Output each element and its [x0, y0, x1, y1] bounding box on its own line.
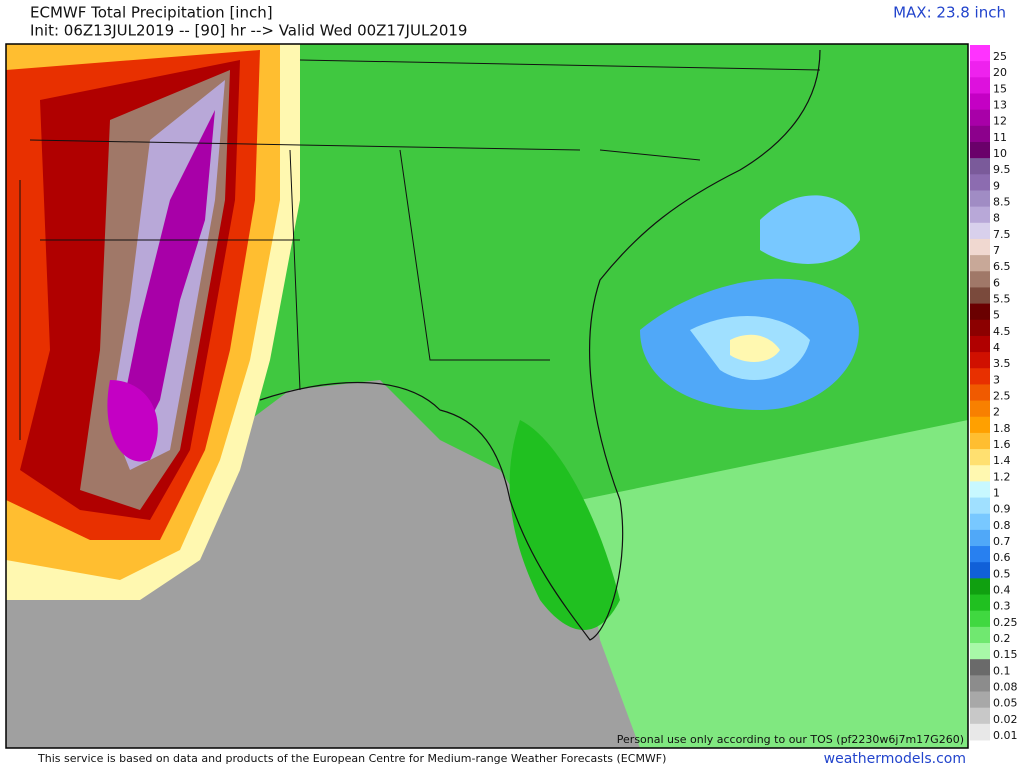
legend-swatch [970, 578, 990, 596]
legend-label: 3 [993, 373, 1000, 386]
legend-swatch [970, 287, 990, 305]
legend-label: 0.08 [993, 680, 1018, 693]
legend-swatch [970, 610, 990, 628]
legend-label: 15 [993, 82, 1007, 95]
legend-swatch [970, 222, 990, 240]
legend-label: 0.05 [993, 697, 1018, 710]
legend: 252015131211109.598.587.576.565.554.543.… [970, 45, 1018, 742]
legend-label: 0.02 [993, 713, 1018, 726]
legend-swatch [970, 45, 990, 62]
subtitle: Init: 06Z13JUL2019 -- [90] hr --> Valid … [30, 22, 467, 40]
legend-swatch [970, 158, 990, 175]
legend-label: 0.25 [993, 616, 1018, 629]
legend-swatch [970, 238, 990, 256]
legend-swatch [970, 416, 990, 434]
legend-label: 6 [993, 276, 1000, 289]
map [6, 44, 968, 748]
legend-swatch [970, 77, 990, 94]
watermark: Personal use only according to our TOS (… [617, 733, 964, 746]
legend-swatch [970, 449, 990, 466]
legend-label: 1.4 [993, 454, 1011, 467]
legend-swatch [970, 626, 990, 644]
legend-label: 7.5 [993, 228, 1011, 241]
legend-swatch [970, 481, 990, 499]
legend-label: 13 [993, 99, 1007, 112]
legend-swatch [970, 497, 990, 515]
legend-swatch [970, 723, 990, 741]
legend-label: 0.3 [993, 600, 1011, 613]
legend-swatch [970, 174, 990, 191]
legend-swatch [970, 643, 990, 660]
legend-swatch [970, 659, 990, 676]
legend-label: 5 [993, 309, 1000, 322]
legend-swatch [970, 352, 990, 369]
legend-swatch [970, 546, 990, 563]
legend-label: 1 [993, 486, 1000, 499]
legend-swatch [970, 465, 990, 482]
legend-label: 0.9 [993, 503, 1011, 516]
legend-label: 0.6 [993, 551, 1011, 564]
legend-label: 1.8 [993, 422, 1011, 435]
legend-label: 7 [993, 244, 1000, 257]
legend-swatch [970, 691, 990, 709]
legend-label: 6.5 [993, 260, 1011, 273]
legend-swatch [970, 255, 990, 272]
legend-label: 0.15 [993, 648, 1018, 661]
legend-swatch [970, 190, 990, 208]
legend-swatch [970, 93, 990, 111]
legend-label: 0.7 [993, 535, 1011, 548]
legend-label: 12 [993, 115, 1007, 128]
legend-swatch [970, 271, 990, 288]
legend-swatch [970, 594, 990, 612]
legend-label: 0.4 [993, 583, 1011, 596]
legend-label: 8 [993, 212, 1000, 225]
legend-label: 10 [993, 147, 1007, 160]
legend-swatch [970, 707, 990, 725]
legend-swatch [970, 562, 990, 579]
legend-swatch [970, 335, 990, 353]
legend-label: 1.6 [993, 438, 1011, 451]
legend-swatch [970, 513, 990, 531]
legend-label: 9 [993, 179, 1000, 192]
legend-label: 20 [993, 66, 1007, 79]
legend-swatch [970, 206, 990, 224]
legend-swatch [970, 400, 990, 418]
legend-swatch [970, 384, 990, 402]
legend-swatch [970, 125, 990, 143]
legend-label: 8.5 [993, 196, 1011, 209]
legend-swatch [970, 368, 990, 385]
legend-swatch [970, 529, 990, 547]
legend-swatch [970, 319, 990, 337]
legend-label: 25 [993, 50, 1007, 63]
max-value: MAX: 23.8 inch [893, 4, 1006, 22]
legend-label: 4 [993, 341, 1000, 354]
legend-swatch [970, 303, 990, 321]
legend-swatch [970, 109, 990, 127]
legend-label: 0.2 [993, 632, 1011, 645]
legend-swatch [970, 141, 990, 159]
map-frame [5, 43, 969, 749]
legend-label: 3.5 [993, 357, 1011, 370]
legend-label: 0.5 [993, 567, 1011, 580]
legend-label: 11 [993, 131, 1007, 144]
legend-label: 4.5 [993, 325, 1011, 338]
legend-label: 0.01 [993, 729, 1018, 742]
legend-swatch [970, 675, 990, 693]
legend-swatch [970, 432, 990, 450]
legend-swatch [970, 61, 990, 78]
legend-label: 2.5 [993, 390, 1011, 403]
legend-label: 1.2 [993, 470, 1011, 483]
legend-label: 0.8 [993, 519, 1011, 532]
footer-site: weathermodels.com [824, 751, 966, 767]
title: ECMWF Total Precipitation [inch] [30, 4, 273, 22]
footer-notice: This service is based on data and produc… [37, 752, 666, 765]
legend-label: 9.5 [993, 163, 1011, 176]
legend-label: 5.5 [993, 293, 1011, 306]
legend-label: 0.1 [993, 664, 1011, 677]
legend-label: 2 [993, 406, 1000, 419]
